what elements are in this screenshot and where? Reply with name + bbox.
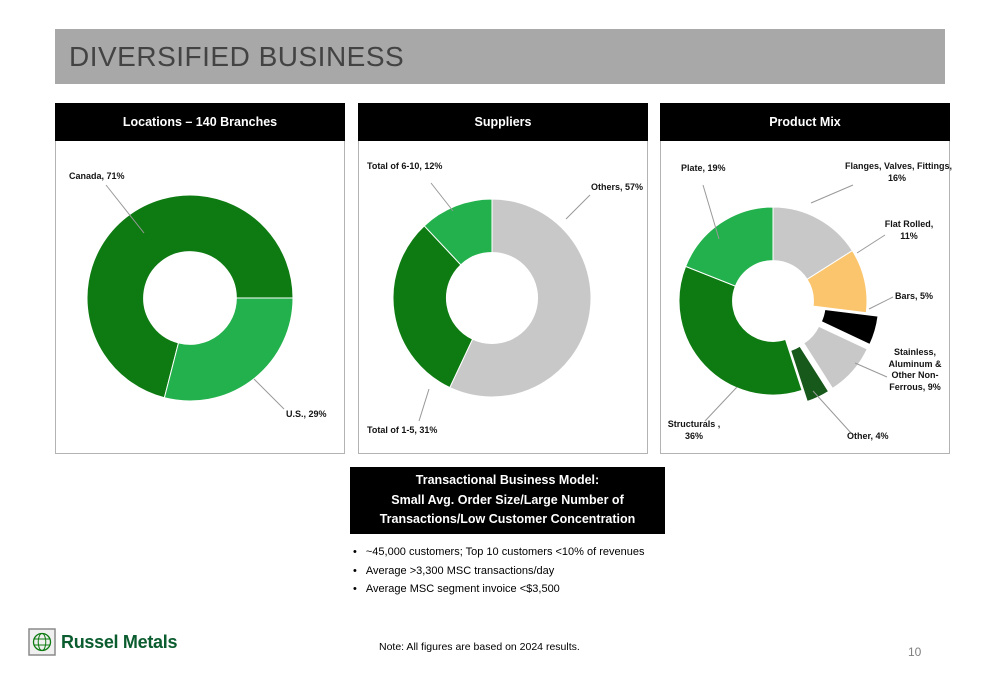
slice-label-total-6-10: Total of 6-10, 12% [367, 161, 443, 171]
locations-leader-lines [105, 184, 285, 410]
pie-slice-bars [820, 308, 879, 346]
model-box-line-1: Transactional Business Model: [415, 473, 600, 488]
slice-label-plate: Plate, 19% [681, 163, 726, 173]
leader-line [702, 184, 720, 240]
panel-product-mix-title: Product Mix [769, 115, 841, 129]
leader-line [854, 362, 888, 378]
panel-suppliers: Suppliers Total of 6-10, 12% Others, 57%… [358, 103, 648, 454]
leader-line [810, 184, 854, 204]
leader-line [856, 234, 886, 254]
leader-line [812, 390, 852, 434]
locations-chart-area: Canada, 71% U.S., 29% [55, 141, 345, 454]
slice-label-us: U.S., 29% [286, 409, 327, 419]
suppliers-leader-lines [418, 182, 591, 422]
pie-slice-structurals [678, 265, 803, 396]
russel-metals-logo: Russel Metals [28, 628, 177, 656]
slice-label-stainless: Stainless, Aluminum & Other Non- Ferrous… [888, 347, 942, 393]
pie-slice-stainless-aluminum-other-non-ferrous [803, 325, 868, 390]
panel-product-mix-header: Product Mix [660, 103, 950, 141]
pie-slice-others [449, 198, 592, 398]
panel-product-mix: Product Mix Plate, 19% Flanges, Valves, … [660, 103, 953, 454]
bullet-item: ~45,000 customers; Top 10 customers <10%… [353, 543, 645, 562]
leader-line [430, 182, 454, 212]
slice-label-bars: Bars, 5% [895, 291, 934, 301]
slice-label-total-1-5: Total of 1-5, 31% [367, 425, 438, 435]
panel-suppliers-header: Suppliers [358, 103, 648, 141]
leader-line [105, 184, 145, 234]
leader-line [253, 378, 285, 410]
slice-label-others: Others, 57% [591, 182, 644, 192]
slice-label-structurals: Structurals , 36% [667, 419, 721, 441]
pie-slice-canada [86, 194, 294, 399]
panel-locations-header: Locations – 140 Branches [55, 103, 345, 141]
pie-slice-other [790, 345, 830, 403]
page-title: DIVERSIFIED BUSINESS [69, 40, 405, 72]
slice-label-flanges: Flanges, Valves, Fittings, 16% [845, 161, 953, 183]
product-mix-leader-lines [702, 184, 894, 434]
slide-title-bar: DIVERSIFIED BUSINESS [55, 29, 945, 84]
leader-line [418, 388, 430, 422]
panel-locations-title: Locations – 140 Branches [122, 115, 278, 129]
locations-donut-chart [86, 194, 294, 402]
leader-line [704, 386, 738, 422]
page-number: 10 [908, 645, 922, 659]
slice-label-other: Other, 4% [847, 431, 889, 441]
logo-text: Russel Metals [61, 631, 178, 652]
slice-label-canada: Canada, 71% [69, 171, 125, 181]
panel-suppliers-title: Suppliers [474, 115, 532, 129]
leader-line [565, 194, 591, 220]
transactional-model-box: Transactional Business Model: Small Avg.… [350, 467, 665, 534]
pie-slice-flat-rolled [806, 249, 868, 314]
slice-label-flat-rolled: Flat Rolled, 11% [884, 219, 934, 241]
model-box-line-2: Small Avg. Order Size/Large Number of [391, 492, 624, 507]
product-mix-donut-chart [678, 206, 879, 403]
leader-line [868, 296, 894, 310]
pie-slice-u-s- [163, 297, 294, 402]
panel-locations: Locations – 140 Branches Canada, 71% U.S… [55, 103, 345, 454]
bullet-item: Average >3,300 MSC transactions/day [353, 562, 645, 581]
suppliers-chart-area: Total of 6-10, 12% Others, 57% Total of … [358, 141, 648, 454]
footnote: Note: All figures are based on 2024 resu… [379, 641, 580, 653]
product-mix-chart-area: Plate, 19% Flanges, Valves, Fittings, 16… [660, 141, 953, 454]
model-box-line-3: Transactions/Low Customer Concentration [379, 512, 636, 527]
bullet-list: ~45,000 customers; Top 10 customers <10%… [353, 543, 645, 599]
bullet-item: Average MSC segment invoice <$3,500 [353, 580, 645, 599]
pie-slice-plate [684, 206, 774, 287]
russel-metals-logo-icon [28, 628, 56, 656]
pie-slice-total-of-1-5 [392, 225, 474, 389]
suppliers-donut-chart [392, 198, 592, 398]
